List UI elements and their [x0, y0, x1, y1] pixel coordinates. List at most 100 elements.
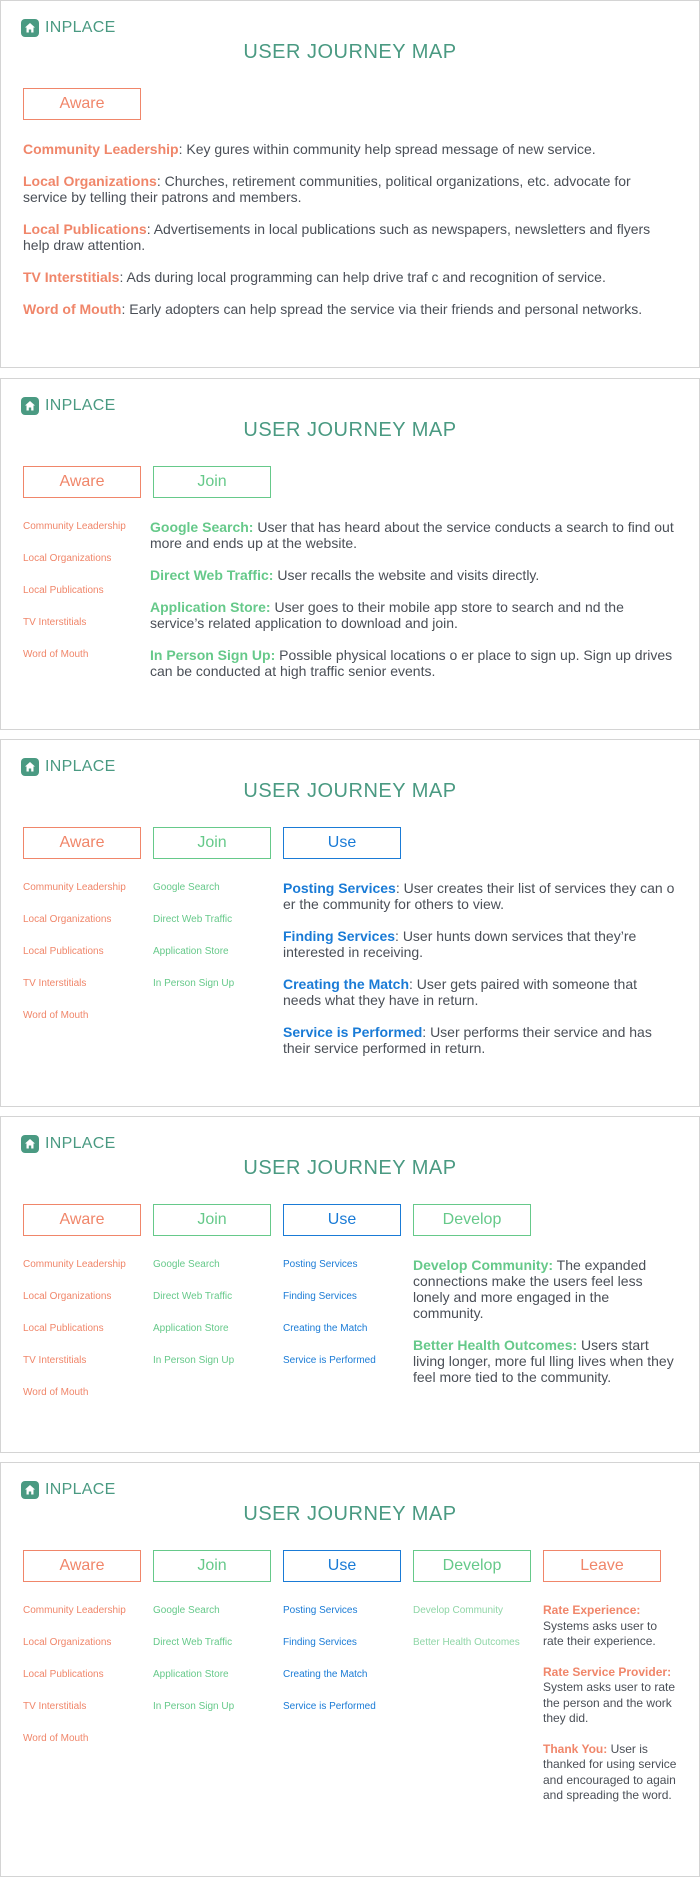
stage-join-box[interactable]: Join — [153, 466, 271, 498]
description-paragraph: Rate Service Provider: System asks user … — [543, 1665, 679, 1727]
list-item[interactable]: Local Publications — [23, 1669, 104, 1680]
list-item[interactable]: Google Search — [153, 1605, 220, 1616]
list-item[interactable]: Local Publications — [23, 585, 104, 596]
description-key: Rate Experience: — [543, 1603, 641, 1617]
list-item[interactable]: TV Interstitials — [23, 1701, 87, 1712]
list-item[interactable]: Finding Services — [283, 1291, 357, 1302]
description-text: Possible physical locations o er place t… — [150, 647, 673, 679]
list-item[interactable]: Word of Mouth — [23, 1010, 89, 1021]
list-item[interactable]: Direct Web Traffic — [153, 914, 233, 925]
stage-list-use: Posting Services Finding Services Creating… — [283, 1259, 376, 1387]
list-item[interactable]: In Person Sign Up — [153, 978, 235, 989]
list-item[interactable]: Community Leadership — [23, 1605, 126, 1616]
list-item[interactable]: Posting Services — [283, 1259, 358, 1270]
list-item[interactable]: Word of Mouth — [23, 649, 89, 660]
stage-leave-box[interactable]: Leave — [543, 1550, 661, 1582]
page-title: USER JOURNEY MAP — [243, 419, 457, 441]
stage-use-box[interactable]: Use — [283, 1550, 401, 1582]
list-item[interactable]: Community Leadership — [23, 521, 126, 532]
list-item[interactable]: Application Store — [153, 1669, 229, 1680]
list-item[interactable]: Creating the Match — [283, 1669, 368, 1680]
list-item[interactable]: Better Health Outcomes — [413, 1637, 520, 1648]
stage-description: Community Leadership: Key gures within c… — [23, 141, 673, 333]
list-item[interactable]: Local Organizations — [23, 1637, 112, 1648]
description-text: : User performs their service and has th… — [283, 1024, 652, 1056]
list-item[interactable]: Community Leadership — [23, 1259, 126, 1270]
journey-panel: INPLACE USER JOURNEY MAP Aware Join Use Devel… — [0, 1462, 700, 1877]
description-paragraph: Local Organizations: Churches, retiremen… — [23, 173, 673, 205]
list-item[interactable]: Develop Community — [413, 1605, 504, 1616]
list-item[interactable]: Local Publications — [23, 1323, 104, 1334]
description-key: Service is Performed — [283, 1024, 423, 1040]
description-text: : User gets paired with someone that nee… — [283, 976, 638, 1008]
list-item[interactable]: TV Interstitials — [23, 617, 87, 628]
stage-aware-box[interactable]: Aware — [23, 1550, 141, 1582]
stage-join-box[interactable]: Join — [153, 1550, 271, 1582]
stage-description: Develop Community: The expanded connecti… — [413, 1257, 675, 1401]
list-item[interactable]: Local Organizations — [23, 553, 112, 564]
brand-logo: INPLACE — [21, 397, 116, 415]
stage-develop-box[interactable]: Develop — [413, 1550, 531, 1582]
page-title: USER JOURNEY MAP — [243, 1157, 457, 1179]
home-icon — [21, 19, 39, 37]
brand-name: INPLACE — [45, 1481, 116, 1498]
description-key: Better Health Outcomes: — [413, 1337, 578, 1353]
description-key: Google Search: — [150, 519, 254, 535]
list-item[interactable]: Service is Performed — [283, 1701, 376, 1712]
description-text: : User creates their list of services th… — [283, 880, 675, 912]
stage-use-box[interactable]: Use — [283, 827, 401, 859]
stage-description: Posting Services: User creates their lis… — [283, 880, 678, 1072]
description-text: : Early adopters can help spread the ser… — [121, 301, 643, 317]
list-item[interactable]: Application Store — [153, 946, 229, 957]
stage-aware-box[interactable]: Aware — [23, 827, 141, 859]
list-item[interactable]: Finding Services — [283, 1637, 357, 1648]
stage-aware-box[interactable]: Aware — [23, 466, 141, 498]
list-item[interactable]: Local Organizations — [23, 914, 112, 925]
description-key: Posting Services — [283, 880, 396, 896]
list-item[interactable]: Service is Performed — [283, 1355, 376, 1366]
journey-panel: INPLACE USER JOURNEY MAP Aware Join Use Commu… — [0, 739, 700, 1107]
description-paragraph: Direct Web Traffic: User recalls the web… — [150, 567, 675, 583]
brand-logo: INPLACE — [21, 1135, 116, 1153]
list-item[interactable]: Local Organizations — [23, 1291, 112, 1302]
list-item[interactable]: Word of Mouth — [23, 1387, 89, 1398]
list-item[interactable]: Creating the Match — [283, 1323, 368, 1334]
stage-use-box[interactable]: Use — [283, 1204, 401, 1236]
list-item[interactable]: In Person Sign Up — [153, 1355, 235, 1366]
brand-logo: INPLACE — [21, 1481, 116, 1499]
description-text: Systems asks user to rate their experien… — [543, 1618, 658, 1649]
stage-join-box[interactable]: Join — [153, 1204, 271, 1236]
stage-list-aware: Community Leadership Local Organizations L… — [23, 1259, 126, 1419]
description-key: Rate Service Provider: — [543, 1664, 672, 1679]
list-item[interactable]: TV Interstitials — [23, 1355, 87, 1366]
description-paragraph: Rate Experience: Systems asks user to ra… — [543, 1603, 679, 1650]
description-text: The expanded connections make the users … — [413, 1257, 647, 1321]
list-item[interactable]: Application Store — [153, 1323, 229, 1334]
list-item[interactable]: TV Interstitials — [23, 978, 87, 989]
list-item[interactable]: Local Publications — [23, 946, 104, 957]
list-item[interactable]: Google Search — [153, 1259, 220, 1270]
stage-aware-box[interactable]: Aware — [23, 1204, 141, 1236]
home-icon — [21, 397, 39, 415]
list-item[interactable]: Community Leadership — [23, 882, 126, 893]
list-item[interactable]: Google Search — [153, 882, 220, 893]
description-paragraph: Local Publications: Advertisements in lo… — [23, 221, 673, 253]
stage-aware-box[interactable]: Aware — [23, 88, 141, 120]
description-paragraph: Service is Performed: User performs thei… — [283, 1024, 678, 1056]
description-text: User recalls the website and visits dire… — [273, 567, 540, 583]
list-item[interactable]: Direct Web Traffic — [153, 1637, 233, 1648]
stage-description: Rate Experience: Systems asks user to ra… — [543, 1603, 679, 1819]
list-item[interactable]: Word of Mouth — [23, 1733, 89, 1744]
stage-join-box[interactable]: Join — [153, 827, 271, 859]
stage-list-join: Google Search Direct Web Traffic Applicati… — [153, 1605, 234, 1733]
list-item[interactable]: Posting Services — [283, 1605, 358, 1616]
list-item[interactable]: Direct Web Traffic — [153, 1291, 233, 1302]
page-title: USER JOURNEY MAP — [243, 1503, 457, 1525]
brand-name: INPLACE — [45, 1135, 116, 1152]
list-item[interactable]: In Person Sign Up — [153, 1701, 235, 1712]
stage-develop-box[interactable]: Develop — [413, 1204, 531, 1236]
journey-panel: INPLACE USER JOURNEY MAP Aware Join Use Devel… — [0, 1116, 700, 1453]
stage-list-aware: Community Leadership Local Organizations L… — [23, 1605, 126, 1765]
description-paragraph: In Person Sign Up: Possible physical loc… — [150, 647, 675, 679]
description-paragraph: Word of Mouth: Early adopters can help s… — [23, 301, 673, 317]
